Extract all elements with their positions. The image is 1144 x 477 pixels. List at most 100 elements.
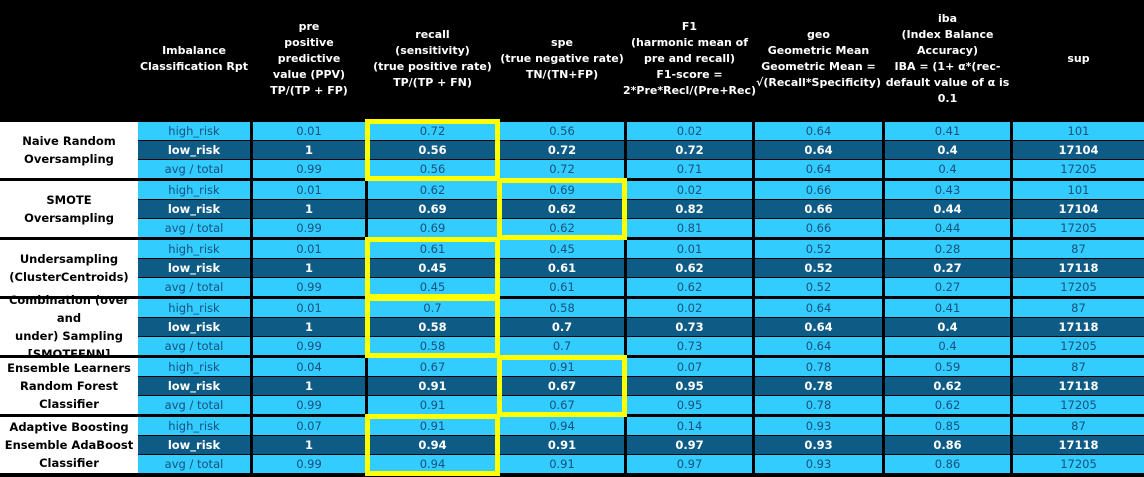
table-cell: 1 bbox=[253, 377, 365, 395]
table-cell: 0.69 bbox=[368, 219, 497, 237]
table-cell: 1 bbox=[253, 436, 365, 454]
table-cell: 101 bbox=[1013, 181, 1144, 199]
table-cell: 0.61 bbox=[500, 278, 624, 296]
table-cell: 0.91 bbox=[368, 396, 497, 414]
table-cell: 0.01 bbox=[253, 299, 365, 317]
header-sup: sup bbox=[1067, 52, 1090, 65]
table-cell: 87 bbox=[1013, 358, 1144, 376]
table-cell: 0.45 bbox=[368, 259, 497, 277]
table-cell: 0.27 bbox=[885, 278, 1010, 296]
table-cell: 0.67 bbox=[368, 358, 497, 376]
table-cell: 0.67 bbox=[500, 396, 624, 414]
table-cell: 0.86 bbox=[885, 455, 1010, 473]
table-cell: high_risk bbox=[138, 417, 250, 435]
table-cell: 17118 bbox=[1013, 436, 1144, 454]
table-cell: 17104 bbox=[1013, 141, 1144, 159]
table-cell: 0.52 bbox=[755, 240, 882, 258]
table-cell: 17118 bbox=[1013, 377, 1144, 395]
table-cell: 0.01 bbox=[253, 181, 365, 199]
table-cell: 17205 bbox=[1013, 219, 1144, 237]
table-cell: 17205 bbox=[1013, 455, 1144, 473]
table-cell: 1 bbox=[253, 318, 365, 336]
table-cell: low_risk bbox=[138, 318, 250, 336]
table-cell: low_risk bbox=[138, 200, 250, 218]
table-cell: avg / total bbox=[138, 337, 250, 355]
table-cell: 0.67 bbox=[500, 377, 624, 395]
table-cell: 0.71 bbox=[627, 160, 752, 178]
table-cell: 0.81 bbox=[627, 219, 752, 237]
table-cell: 0.62 bbox=[627, 278, 752, 296]
table-cell: high_risk bbox=[138, 240, 250, 258]
table-cell: 0.01 bbox=[253, 122, 365, 140]
table-cell: 0.59 bbox=[885, 358, 1010, 376]
table-cell: 17205 bbox=[1013, 278, 1144, 296]
table-cell: 0.62 bbox=[885, 377, 1010, 395]
table-cell: 0.91 bbox=[368, 417, 497, 435]
table-cell: 0.66 bbox=[755, 219, 882, 237]
header-iba: iba (Index Balance Accuracy) IBA = (1+ α… bbox=[885, 12, 1010, 105]
table-cell: 17104 bbox=[1013, 200, 1144, 218]
table-cell: 0.44 bbox=[885, 200, 1010, 218]
table-cell: high_risk bbox=[138, 122, 250, 140]
header-spe: spe (true negative rate) TN/(TN+FP) bbox=[500, 36, 624, 81]
table-cell: 0.62 bbox=[368, 181, 497, 199]
table-cell: 0.69 bbox=[368, 200, 497, 218]
table-cell: 0.97 bbox=[627, 436, 752, 454]
table-cell: 0.64 bbox=[755, 299, 882, 317]
table-cell: 0.04 bbox=[253, 358, 365, 376]
table-cell: 0.85 bbox=[885, 417, 1010, 435]
table-cell: 0.97 bbox=[627, 455, 752, 473]
table-cell: high_risk bbox=[138, 358, 250, 376]
table-cell: 0.02 bbox=[627, 299, 752, 317]
table-cell: 0.99 bbox=[253, 396, 365, 414]
table-cell: 0.99 bbox=[253, 160, 365, 178]
group-label: Undersampling (ClusterCentroids) bbox=[0, 240, 138, 296]
table-cell: low_risk bbox=[138, 436, 250, 454]
table-cell: 1 bbox=[253, 200, 365, 218]
table-cell: 0.28 bbox=[885, 240, 1010, 258]
table-cell: 0.41 bbox=[885, 122, 1010, 140]
table-cell: 0.4 bbox=[885, 160, 1010, 178]
table-cell: 0.43 bbox=[885, 181, 1010, 199]
table-cell: 17118 bbox=[1013, 318, 1144, 336]
table-cell: low_risk bbox=[138, 377, 250, 395]
table-cell: avg / total bbox=[138, 278, 250, 296]
header-f1: F1 (harmonic mean of pre and recall) F1-… bbox=[623, 20, 757, 97]
table-cell: 0.94 bbox=[500, 417, 624, 435]
table-cell: 0.72 bbox=[500, 160, 624, 178]
table-cell: 17205 bbox=[1013, 396, 1144, 414]
table-cell: avg / total bbox=[138, 160, 250, 178]
table-cell: 0.95 bbox=[627, 377, 752, 395]
table-cell: 0.07 bbox=[627, 358, 752, 376]
header-label: Imbalance Classification Rpt bbox=[139, 44, 249, 73]
table-cell: 0.64 bbox=[755, 122, 882, 140]
table-cell: 0.64 bbox=[755, 337, 882, 355]
table-cell: 0.95 bbox=[627, 396, 752, 414]
table-cell: 0.73 bbox=[627, 318, 752, 336]
table-cell: 0.62 bbox=[627, 259, 752, 277]
table-cell: 0.91 bbox=[368, 377, 497, 395]
table-cell: 0.64 bbox=[755, 318, 882, 336]
group-label: Naive Random Oversampling bbox=[0, 122, 138, 178]
table-cell: 0.58 bbox=[500, 299, 624, 317]
table-cell: 0.56 bbox=[368, 141, 497, 159]
table-cell: 0.82 bbox=[627, 200, 752, 218]
table-cell: 0.58 bbox=[368, 318, 497, 336]
table-cell: 0.4 bbox=[885, 318, 1010, 336]
table-cell: 0.94 bbox=[368, 436, 497, 454]
table-cell: 0.4 bbox=[885, 337, 1010, 355]
table-cell: 0.14 bbox=[627, 417, 752, 435]
table-cell: 0.7 bbox=[500, 337, 624, 355]
table-cell: 0.94 bbox=[368, 455, 497, 473]
table-cell: 0.02 bbox=[627, 122, 752, 140]
table-cell: 0.7 bbox=[500, 318, 624, 336]
table-cell: low_risk bbox=[138, 141, 250, 159]
table-cell: avg / total bbox=[138, 455, 250, 473]
table-cell: 0.72 bbox=[368, 122, 497, 140]
table-cell: 0.41 bbox=[885, 299, 1010, 317]
table-cell: 0.93 bbox=[755, 436, 882, 454]
table-cell: 101 bbox=[1013, 122, 1144, 140]
table-cell: 0.91 bbox=[500, 358, 624, 376]
table-cell: high_risk bbox=[138, 299, 250, 317]
table-cell: 0.61 bbox=[500, 259, 624, 277]
